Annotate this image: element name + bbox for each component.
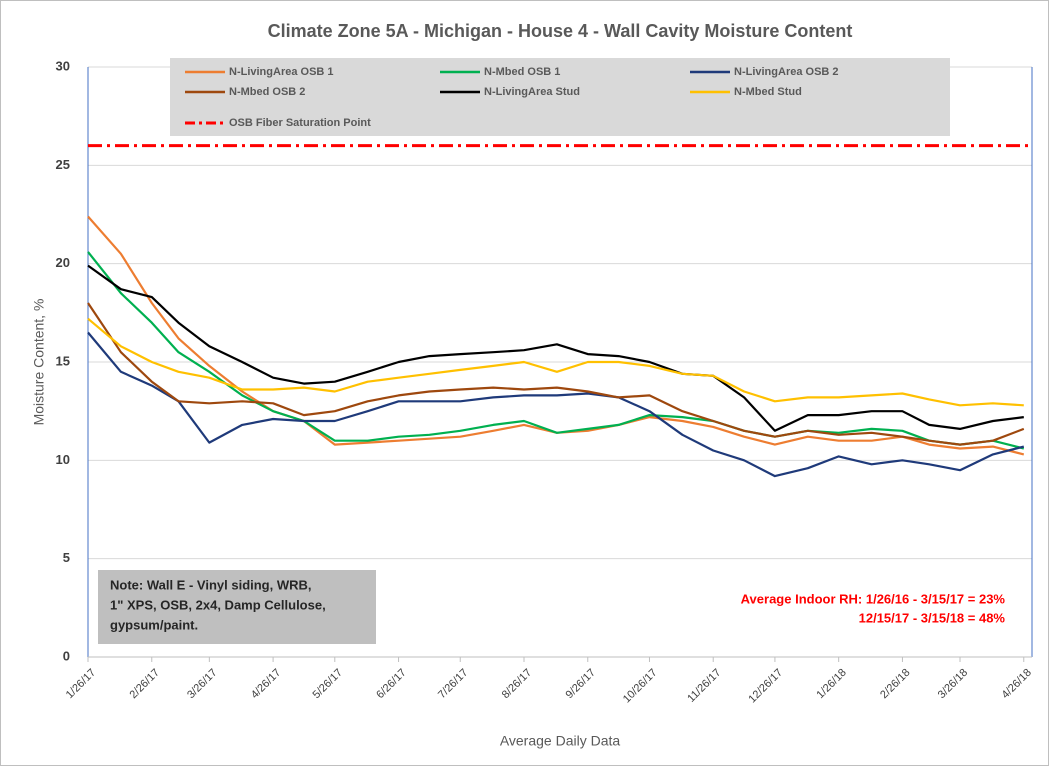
y-axis-label: Moisture Content, %	[31, 299, 47, 426]
series-line	[87, 331, 1025, 478]
chart-title: Climate Zone 5A - Michigan - House 4 - W…	[268, 21, 853, 41]
series-line	[87, 264, 1024, 432]
legend-label: N-Mbed Stud	[734, 86, 802, 98]
rh-annotation: 12/15/17 - 3/15/18 = 48%	[859, 610, 1006, 625]
note-text: Note: Wall E - Vinyl siding, WRB,	[110, 577, 312, 592]
x-axis-label: Average Daily Data	[500, 733, 621, 749]
series-line	[87, 302, 1025, 446]
y-tick-label: 10	[56, 452, 70, 467]
note-text: gypsum/paint.	[110, 617, 198, 632]
legend-label: N-LivingArea OSB 1	[229, 66, 334, 78]
legend-label: N-Mbed OSB 1	[484, 66, 560, 78]
y-tick-label: 0	[63, 648, 70, 663]
legend-label: N-LivingArea Stud	[484, 86, 580, 98]
legend-label: N-Mbed OSB 2	[229, 86, 305, 98]
y-tick-label: 25	[56, 157, 70, 172]
series-line	[87, 317, 1024, 407]
series-line	[87, 251, 1025, 450]
legend-label: OSB Fiber Saturation Point	[229, 117, 371, 129]
y-tick-label: 5	[63, 550, 70, 565]
y-tick-label: 20	[56, 255, 70, 270]
y-tick-label: 15	[56, 353, 70, 368]
legend-box	[170, 58, 950, 136]
legend-label: N-LivingArea OSB 2	[734, 66, 839, 78]
note-text: 1" XPS, OSB, 2x4, Damp Cellulose,	[110, 597, 326, 612]
note-box	[98, 570, 376, 644]
y-tick-label: 30	[56, 58, 70, 73]
rh-annotation: Average Indoor RH: 1/26/16 - 3/15/17 = 2…	[741, 591, 1006, 606]
